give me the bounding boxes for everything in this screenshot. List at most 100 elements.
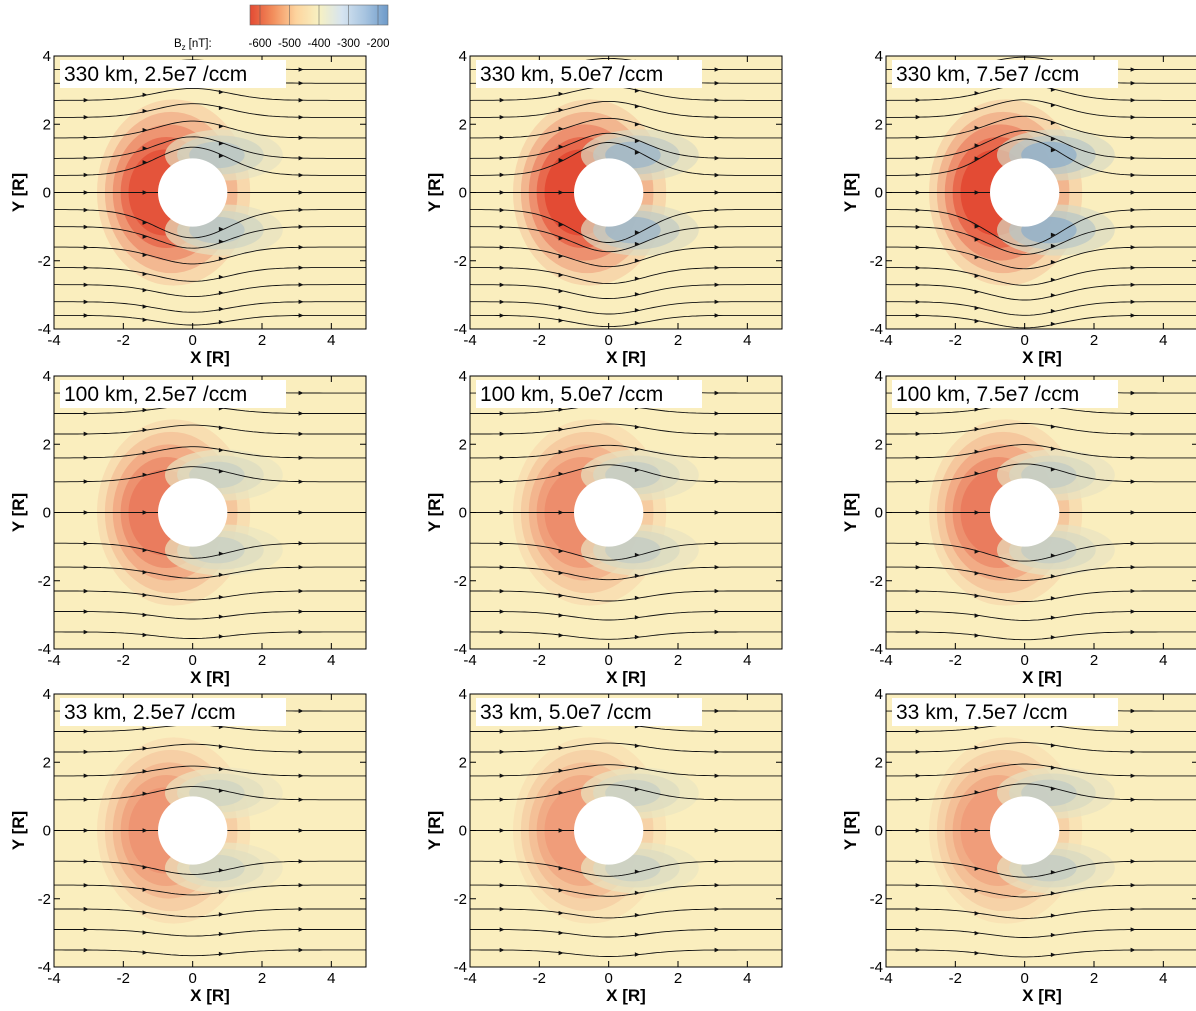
streamline-arrow xyxy=(298,927,304,932)
streamline-arrow xyxy=(634,869,640,874)
panel-title-box xyxy=(476,698,702,726)
y-tick-label: -4 xyxy=(870,959,883,976)
x-tick-label: 4 xyxy=(1159,652,1167,669)
streamline xyxy=(54,929,366,937)
streamline-arrow xyxy=(634,258,640,263)
streamline-arrow xyxy=(634,552,640,558)
streamline-arrow xyxy=(298,282,304,287)
streamline xyxy=(470,860,782,877)
streamline-arrow xyxy=(1050,147,1056,153)
x-tick-label: -4 xyxy=(879,970,892,987)
streamline-arrow xyxy=(83,299,89,305)
y-tick-label: 2 xyxy=(875,116,883,133)
streamline-arrow xyxy=(714,797,720,802)
y-tick-label: 2 xyxy=(43,116,51,133)
streamline-arrow xyxy=(142,746,148,751)
streamline-arrow xyxy=(915,411,921,416)
streamline-arrow xyxy=(634,595,640,601)
streamline-arrow xyxy=(298,565,304,570)
streamline-arrow xyxy=(714,172,720,178)
obstacle-disk xyxy=(990,478,1060,547)
streamline-arrow xyxy=(974,471,980,476)
x-tick-label: 4 xyxy=(743,970,751,987)
streamline-arrow xyxy=(499,609,505,614)
streamline-arrow xyxy=(83,411,89,416)
x-axis-label: X [R] xyxy=(190,668,230,687)
streamline-arrow xyxy=(558,222,564,228)
streamline-arrow xyxy=(83,588,89,594)
streamline-arrow xyxy=(218,551,224,556)
y-tick-label: 2 xyxy=(43,436,51,453)
streamline-arrow xyxy=(974,888,980,893)
y-tick-label: -2 xyxy=(454,253,467,270)
streamline xyxy=(886,908,1196,919)
streamline-arrow xyxy=(298,207,304,213)
panel-2: -4 -2 0 2 4 4 2 0 -2 -4 X [R] Y [R] 330 km, 5.0e7 /c… xyxy=(425,48,783,367)
streamline-arrow xyxy=(1130,190,1136,195)
streamline-arrow xyxy=(142,472,148,477)
streamline-arrow xyxy=(915,883,921,888)
panel-title-box xyxy=(476,380,702,408)
streamline-arrow xyxy=(218,931,224,937)
streamline-arrow xyxy=(298,708,304,714)
streamline-arrow xyxy=(142,190,148,195)
streamline-arrow xyxy=(1130,282,1136,287)
panel-title: 33 km, 7.5e7 /ccm xyxy=(896,701,1068,724)
streamline-arrow xyxy=(634,150,640,155)
y-tick-label: -4 xyxy=(454,959,467,976)
streamline xyxy=(54,590,366,601)
streamline-arrow xyxy=(974,613,980,618)
streamline xyxy=(54,301,366,313)
streamline-arrow xyxy=(499,859,505,864)
streamline-arrow xyxy=(915,190,921,195)
streamline-arrow xyxy=(499,313,505,318)
streamline-arrow xyxy=(915,588,921,594)
streamline-arrow xyxy=(298,541,304,546)
streamline-arrow xyxy=(298,797,304,802)
streamline-arrow xyxy=(142,160,148,165)
streamline-arrow xyxy=(634,890,640,896)
streamline-arrow xyxy=(1050,259,1056,265)
streamline xyxy=(470,142,782,176)
x-tick-label: -4 xyxy=(47,970,60,987)
streamline-arrow xyxy=(558,593,564,598)
streamline xyxy=(54,542,366,559)
streamline-arrow xyxy=(499,245,505,250)
streamline xyxy=(54,120,366,139)
streamline-arrow xyxy=(1130,609,1136,614)
streamline-arrow xyxy=(298,882,304,888)
y-tick-label: -2 xyxy=(454,573,467,590)
streamline-arrow xyxy=(634,952,640,957)
streamline-arrow xyxy=(714,828,720,833)
x-tick-label: 0 xyxy=(188,970,196,987)
streamline xyxy=(54,860,366,875)
x-axis-label: X [R] xyxy=(606,986,646,1005)
streamline-arrow xyxy=(558,950,564,956)
x-tick-label: 2 xyxy=(258,652,266,669)
streamline-arrow xyxy=(218,868,224,873)
streamline-arrow xyxy=(1130,245,1136,250)
streamline-arrow xyxy=(915,313,921,318)
streamline-arrow xyxy=(1050,786,1056,791)
streamline xyxy=(470,444,782,459)
streamline-arrow xyxy=(499,927,505,932)
streamline-arrow xyxy=(714,67,720,72)
panel-title-box xyxy=(60,380,286,408)
streamline xyxy=(54,884,366,896)
streamline-arrow xyxy=(714,749,720,755)
streamline xyxy=(886,226,1196,255)
obstacle-disk xyxy=(158,158,228,227)
streamline-arrow xyxy=(499,455,505,460)
x-tick-label: 2 xyxy=(1090,652,1098,669)
streamline-arrow xyxy=(1130,729,1136,734)
streamline-arrow xyxy=(974,190,980,195)
streamline-arrow xyxy=(634,104,640,109)
streamline-arrow xyxy=(1130,773,1136,778)
streamline-arrow xyxy=(714,588,720,594)
streamline-arrow xyxy=(558,427,564,432)
streamline-arrow xyxy=(634,787,640,792)
y-tick-label: 2 xyxy=(875,436,883,453)
streamline-arrow xyxy=(499,299,505,305)
streamline-arrow xyxy=(1130,629,1136,635)
streamline-arrow xyxy=(634,615,640,620)
